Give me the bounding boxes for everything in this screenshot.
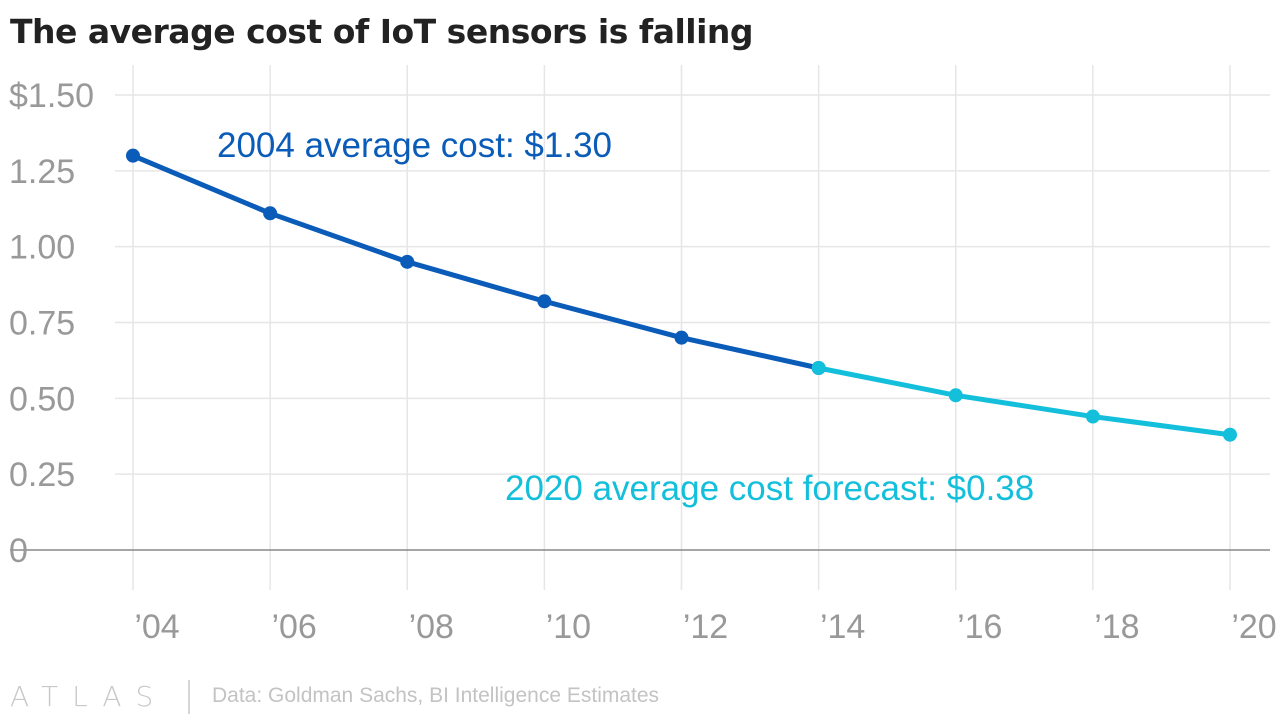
x-tick-label: ’10 (546, 608, 591, 646)
annotation-2004-cost: 2004 average cost: $1.30 (217, 126, 612, 165)
historical-data-point (263, 206, 278, 221)
x-tick-label: ’06 (271, 608, 316, 646)
y-tick-label: 0.50 (9, 380, 75, 418)
atlas-logo: ATLAS (10, 680, 168, 713)
y-tick-label: 1.00 (9, 229, 75, 267)
forecast-data-point (1085, 409, 1100, 424)
historical-cost-line (130, 153, 822, 371)
y-tick-label: 0 (9, 532, 28, 570)
historical-data-point (126, 148, 140, 163)
historical-data-point (400, 254, 415, 269)
x-tick-label: ’18 (1094, 608, 1139, 646)
line-chart: 0 0.25 0.50 0.75 1.00 1.25 $1.50 ’04 ’06 ’08 ’10 ’1… (9, 65, 1277, 646)
forecast-data-point (1223, 427, 1237, 442)
forecast-cost-line (816, 365, 1233, 438)
y-tick-label: 0.25 (9, 456, 75, 494)
x-tick-label: ’14 (820, 608, 865, 646)
source-note: Data: Goldman Sachs, BI Intelligence Est… (212, 684, 660, 707)
forecast-data-point (948, 388, 963, 403)
x-tick-label: ’04 (134, 608, 179, 646)
y-tick-label: $1.50 (9, 77, 94, 115)
x-tick-label: ’08 (409, 608, 454, 646)
annotation-2020-forecast: 2020 average cost forecast: $0.38 (505, 469, 1034, 508)
x-tick-label: ’12 (683, 608, 728, 646)
historical-data-point (674, 330, 689, 345)
y-tick-label: 0.75 (9, 305, 75, 343)
x-tick-label: ’20 (1231, 608, 1276, 646)
y-tick-label: 1.25 (9, 153, 75, 191)
chart-title: The average cost of IoT sensors is falli… (10, 12, 754, 51)
historical-data-point (537, 294, 552, 309)
footer: ATLAS Data: Goldman Sachs, BI Intelligen… (0, 676, 1280, 716)
x-tick-label: ’16 (957, 608, 1002, 646)
footer-divider (188, 680, 190, 714)
forecast-data-point (811, 361, 826, 375)
